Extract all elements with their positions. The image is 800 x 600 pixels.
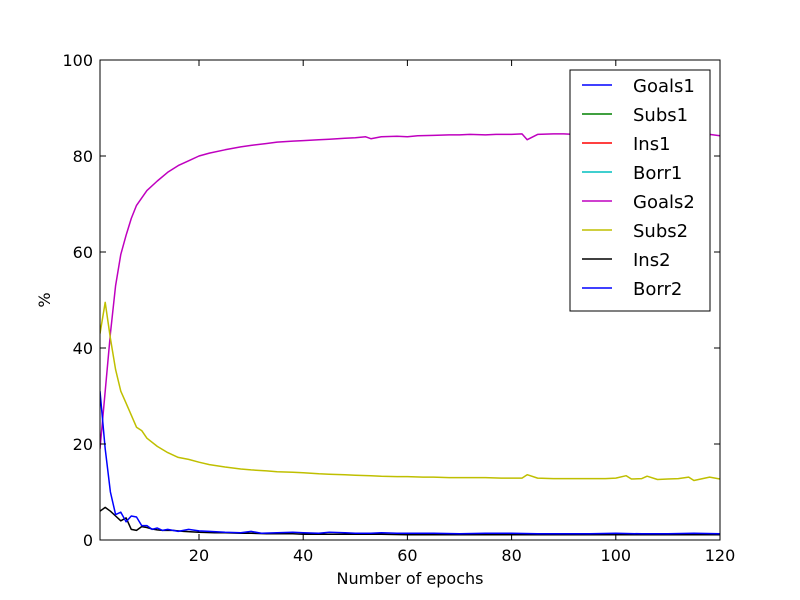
x-tick-label: 80 — [501, 546, 521, 565]
y-tick-label: 100 — [62, 51, 93, 70]
y-tick-label: 0 — [83, 531, 93, 550]
x-axis-label: Number of epochs — [337, 569, 484, 588]
y-tick-label: 40 — [73, 339, 93, 358]
legend-label-borr2: Borr2 — [633, 279, 682, 300]
legend: Goals1 Subs1 Ins1 Borr1 Goals2 Subs2 Ins2 Borr2 — [569, 69, 711, 312]
legend-label-goals1: Goals1 — [633, 76, 695, 97]
legend-label-goals2: Goals2 — [633, 192, 695, 213]
x-tick-label: 40 — [293, 546, 313, 565]
legend-label-ins1: Ins1 — [633, 134, 671, 155]
legend-label-subs1: Subs1 — [633, 105, 688, 126]
legend-box — [569, 69, 711, 312]
plot-frame — [99, 59, 721, 541]
y-tick-label: 60 — [73, 243, 93, 262]
x-tick-label: 60 — [397, 546, 417, 565]
y-tick-label: 20 — [73, 435, 93, 454]
legend-label-ins2: Ins2 — [633, 250, 671, 271]
series-line-subs2 — [100, 301, 720, 482]
y-tick-label: 80 — [73, 147, 93, 166]
x-tick-label: 20 — [189, 546, 209, 565]
legend-label-borr1: Borr1 — [633, 163, 682, 184]
x-tick-label: 100 — [601, 546, 632, 565]
legend-label-subs2: Subs2 — [633, 221, 688, 242]
x-tick-label: 120 — [705, 546, 736, 565]
y-axis-label: % — [35, 292, 54, 307]
series-line-borr2 — [100, 391, 720, 535]
ticks-layer: 20 40 60 80 100 120 0 20 40 60 80 100 — [62, 51, 735, 565]
